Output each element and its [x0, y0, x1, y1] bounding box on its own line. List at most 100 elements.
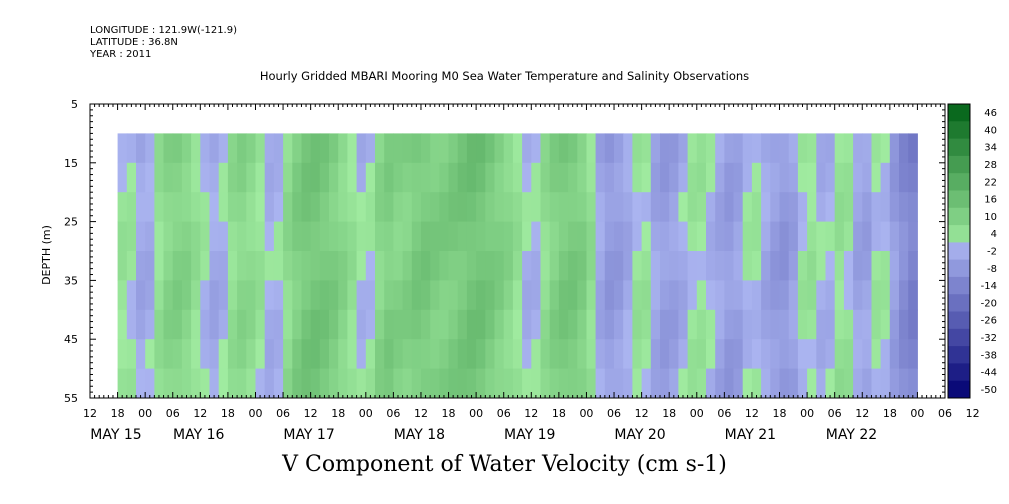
- heatmap-cell: [227, 162, 238, 193]
- colorbar-label: -14: [981, 281, 997, 292]
- heatmap-cell: [126, 251, 137, 281]
- x-hour-label: 12: [193, 407, 207, 420]
- x-hour-label: 06: [828, 407, 842, 420]
- heatmap-cell: [172, 280, 183, 311]
- heatmap-cell: [264, 280, 275, 311]
- heatmap-cell: [889, 309, 900, 340]
- heatmap-cell: [430, 309, 440, 340]
- heatmap-cell: [908, 192, 918, 223]
- heatmap-cell: [669, 339, 679, 370]
- heatmap-cell: [512, 339, 523, 370]
- heatmap-cell: [568, 133, 578, 164]
- heatmap-cell: [595, 251, 606, 281]
- heatmap-cell: [402, 192, 413, 223]
- heatmap-cell: [411, 133, 422, 164]
- heatmap-cell: [816, 133, 826, 164]
- heatmap-cell: [329, 162, 339, 193]
- heatmap-cell: [494, 221, 505, 252]
- heatmap-cell: [724, 368, 735, 399]
- heatmap-cell: [191, 162, 201, 193]
- heatmap-cell: [439, 251, 450, 281]
- heatmap-cell: [117, 280, 128, 311]
- heatmap-cell: [733, 280, 744, 311]
- heatmap-cell: [209, 368, 220, 399]
- heatmap-cell: [761, 133, 771, 164]
- heatmap-cell: [136, 133, 146, 164]
- heatmap-cell: [568, 221, 578, 252]
- heatmap-cell: [457, 133, 468, 164]
- x-hour-label: 06: [166, 407, 180, 420]
- colorbar-label: 34: [984, 143, 997, 154]
- heatmap-cell: [338, 221, 348, 252]
- heatmap-cell: [522, 162, 532, 193]
- heatmap-cell: [843, 133, 854, 164]
- heatmap-cell: [393, 339, 404, 370]
- heatmap-cell: [623, 251, 633, 281]
- heatmap-cell: [715, 368, 725, 399]
- heatmap-cell: [788, 251, 799, 281]
- heatmap-cell: [191, 339, 201, 370]
- heatmap-cell: [365, 368, 376, 399]
- colorbar-label: -38: [981, 350, 997, 361]
- heatmap-cell: [558, 251, 569, 281]
- heatmap-cell: [558, 368, 569, 399]
- heatmap-cell: [512, 251, 523, 281]
- x-date-label: MAY 18: [394, 427, 445, 443]
- heatmap-cell: [742, 368, 753, 399]
- heatmap-cell: [669, 251, 679, 281]
- heatmap-cell: [779, 221, 790, 252]
- heatmap-cell: [273, 162, 284, 193]
- heatmap-cell: [595, 368, 606, 399]
- heatmap-cell: [393, 280, 404, 311]
- heatmap-cell: [715, 251, 725, 281]
- heatmap-cell: [549, 368, 560, 399]
- heatmap-cell: [347, 133, 358, 164]
- heatmap-cell: [365, 162, 376, 193]
- heatmap-cell: [650, 133, 661, 164]
- heatmap-cell: [687, 280, 698, 311]
- colorbar-label: 46: [984, 108, 997, 119]
- heatmap-cell: [880, 221, 891, 252]
- heatmap-cell: [540, 368, 551, 399]
- heatmap-cell: [191, 192, 201, 223]
- heatmap-cell: [246, 162, 256, 193]
- heatmap-cell: [770, 309, 780, 340]
- heatmap-cell: [365, 339, 376, 370]
- heatmap-cell: [145, 221, 155, 252]
- heatmap-cell: [853, 162, 863, 193]
- heatmap-cell: [476, 309, 486, 340]
- heatmap-cell: [908, 309, 918, 340]
- heatmap-cell: [136, 251, 146, 281]
- heatmap-cell: [761, 339, 771, 370]
- colorbar-swatch: [948, 328, 970, 347]
- heatmap-cell: [126, 309, 137, 340]
- heatmap-cell: [145, 309, 155, 340]
- heatmap-cell: [227, 192, 238, 223]
- heatmap-cell: [402, 162, 413, 193]
- heatmap-cell: [448, 221, 459, 252]
- heatmap-cell: [310, 162, 321, 193]
- heatmap-cell: [485, 368, 495, 399]
- heatmap-cell: [558, 162, 569, 193]
- heatmap-cell: [255, 280, 266, 311]
- heatmap-cell: [181, 280, 192, 311]
- heatmap-cell: [181, 309, 192, 340]
- heatmap-cell: [172, 133, 183, 164]
- heatmap-cell: [227, 280, 238, 311]
- heatmap-cell: [577, 339, 587, 370]
- heatmap-cell: [558, 221, 569, 252]
- heatmap-cell: [807, 192, 817, 223]
- heatmap-cell: [384, 162, 394, 193]
- heatmap-cell: [531, 309, 541, 340]
- colorbar-frame: [947, 103, 971, 399]
- heatmap-cell: [393, 162, 404, 193]
- heatmap-cell: [834, 251, 845, 281]
- heatmap-cell: [632, 339, 643, 370]
- heatmap-cell: [568, 309, 578, 340]
- x-date-label: MAY 15: [90, 427, 141, 443]
- heatmap-cell: [623, 221, 633, 252]
- x-axis-label: V Component of Water Velocity (cm s-1): [282, 452, 727, 477]
- heatmap-cell: [614, 221, 624, 252]
- colorbar-label: 4: [991, 229, 997, 240]
- heatmap-cell: [338, 309, 348, 340]
